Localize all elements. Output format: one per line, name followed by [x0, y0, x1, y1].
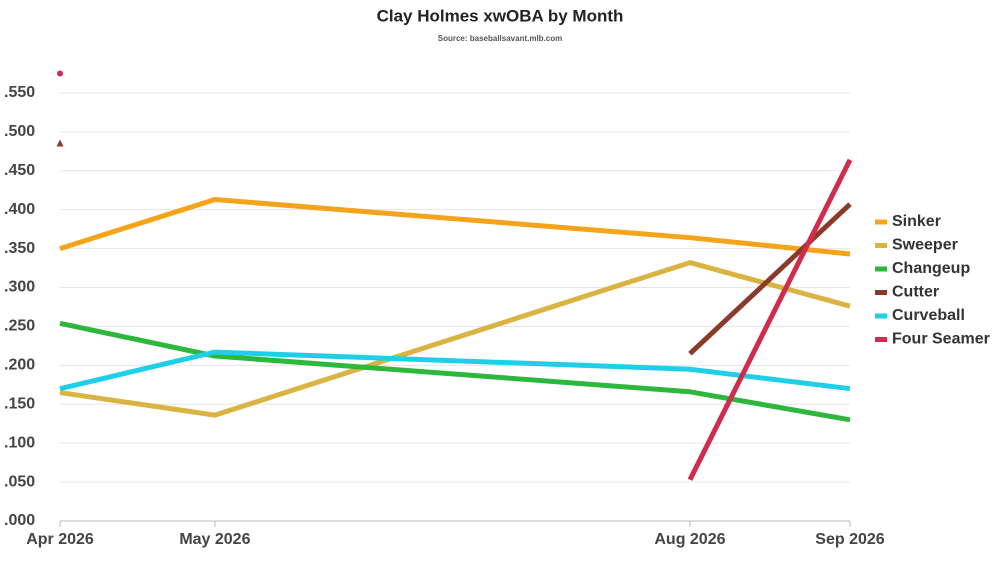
legend-label: Sinker — [892, 213, 941, 230]
chart-title: Clay Holmes xwOBA by Month — [377, 6, 624, 25]
y-tick-label: .400 — [4, 201, 35, 218]
series-line — [59, 320, 851, 423]
legend-swatch — [875, 243, 887, 248]
legend-label: Cutter — [892, 284, 939, 301]
y-tick-label: .000 — [4, 512, 35, 529]
point-marker — [56, 139, 64, 147]
y-tick-label: .200 — [4, 357, 35, 374]
legend-label: Four Seamer — [892, 331, 990, 348]
legend-swatch — [875, 337, 887, 342]
series-line — [688, 202, 852, 356]
y-tick-label: .300 — [4, 279, 35, 296]
point-marker — [57, 70, 63, 77]
chart-subtitle: Source: baseballsavant.mlb.com — [438, 34, 563, 43]
y-tick-label: .550 — [4, 84, 35, 101]
legend-label: Changeup — [892, 260, 970, 277]
y-tick-label: .350 — [4, 240, 35, 257]
x-tick-label: Aug 2026 — [654, 531, 725, 548]
x-tick-label: Apr 2026 — [26, 531, 94, 548]
x-tick-label: May 2026 — [179, 531, 250, 548]
y-tick-label: .450 — [4, 162, 35, 179]
legend-swatch — [875, 290, 887, 295]
series-line — [687, 158, 853, 481]
legend-label: Curveball — [892, 307, 965, 324]
legend-swatch — [875, 266, 887, 272]
y-tick-label: .500 — [4, 123, 35, 140]
legend-swatch — [875, 219, 887, 225]
y-tick-label: .050 — [4, 473, 35, 490]
y-tick-label: .100 — [4, 434, 35, 451]
y-tick-label: .250 — [4, 318, 35, 335]
series-line — [59, 260, 851, 418]
series-line — [59, 349, 851, 392]
legend-label: Sweeper — [892, 237, 958, 254]
x-tick-label: Sep 2026 — [815, 531, 884, 548]
y-tick-label: .150 — [4, 395, 35, 412]
legend-swatch — [875, 313, 887, 319]
series-line — [59, 197, 851, 257]
